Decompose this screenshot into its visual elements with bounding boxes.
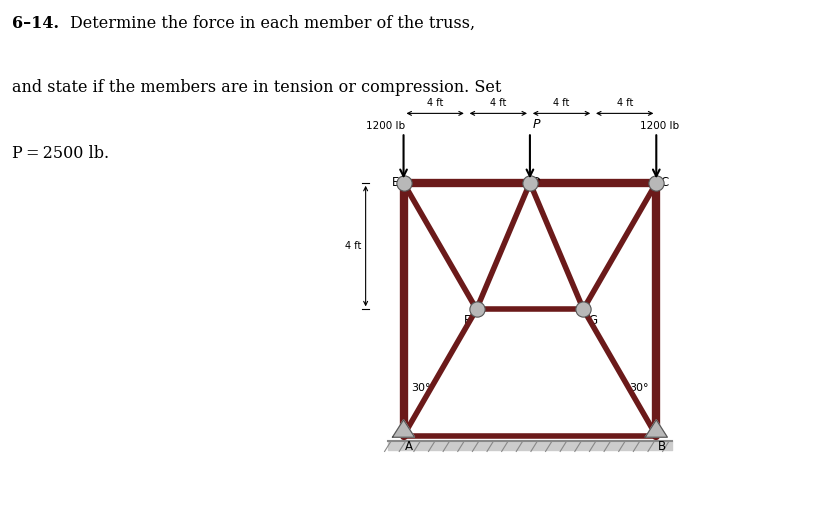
Text: Determine the force in each member of the truss,: Determine the force in each member of th… xyxy=(70,15,475,32)
Text: B: B xyxy=(657,440,665,453)
Text: 1200 lb: 1200 lb xyxy=(366,121,404,131)
Text: 4 ft: 4 ft xyxy=(552,98,569,108)
Text: A: A xyxy=(404,440,413,453)
Text: 4 ft: 4 ft xyxy=(490,98,506,108)
Polygon shape xyxy=(644,420,667,437)
Text: 30°: 30° xyxy=(629,383,648,393)
Text: E: E xyxy=(391,177,399,189)
Text: F: F xyxy=(464,314,471,327)
Text: 30°: 30° xyxy=(411,383,430,393)
Text: G: G xyxy=(587,314,596,327)
Text: and state if the members are in tension or compression. Set: and state if the members are in tension … xyxy=(12,79,501,96)
Text: 6–14.: 6–14. xyxy=(12,15,60,32)
Text: 1200 lb: 1200 lb xyxy=(640,121,679,131)
Text: 4 ft: 4 ft xyxy=(427,98,442,108)
Text: 4 ft: 4 ft xyxy=(616,98,632,108)
Text: 4 ft: 4 ft xyxy=(344,241,361,251)
Polygon shape xyxy=(392,420,414,437)
Text: D: D xyxy=(532,177,541,189)
Text: P = 2500 lb.: P = 2500 lb. xyxy=(12,145,109,162)
Text: P: P xyxy=(532,118,539,131)
Text: C: C xyxy=(659,177,667,189)
